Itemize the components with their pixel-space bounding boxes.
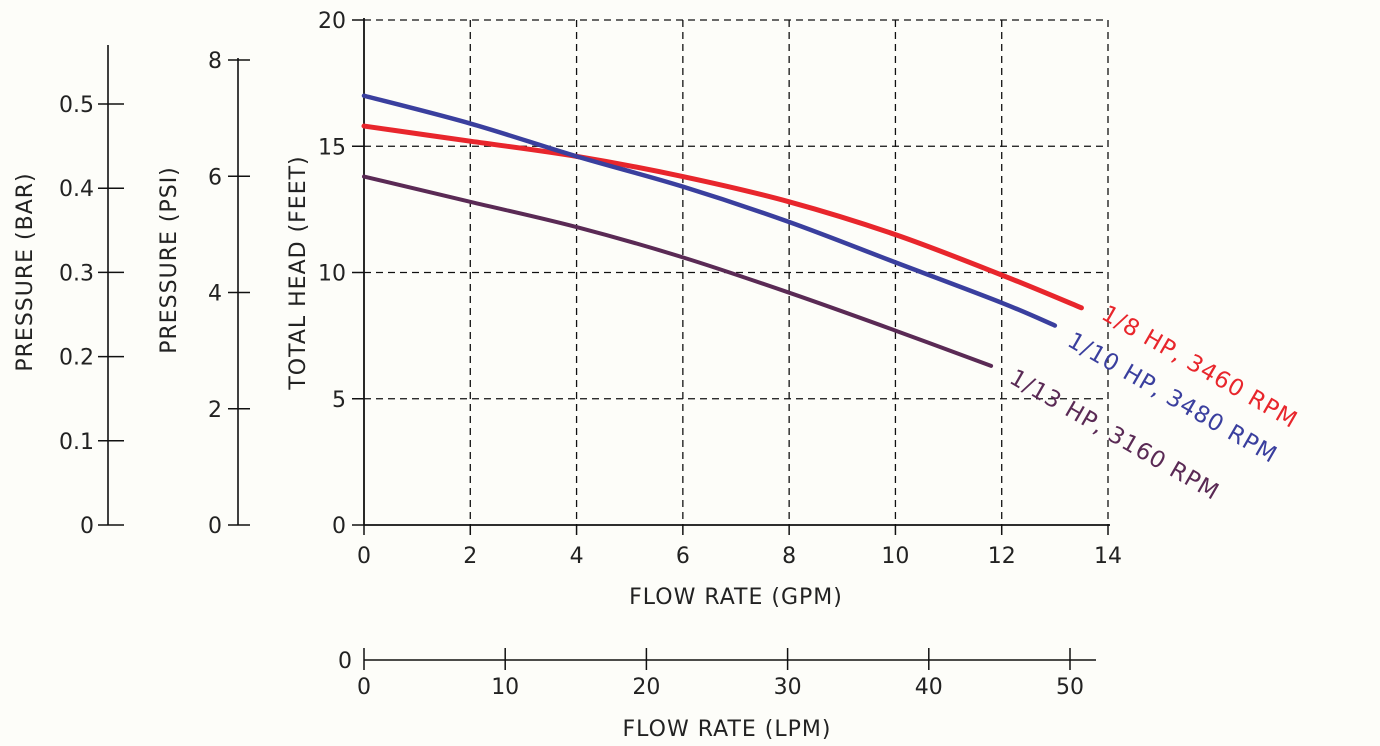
- lpm-tick-label-20: 20: [632, 675, 660, 700]
- lpm-tick-label-30: 30: [774, 675, 802, 700]
- y-tick-label-5: 5: [332, 388, 346, 413]
- bar-tick-label-0.3: 0.3: [59, 261, 94, 286]
- y-tick-label-0: 0: [332, 514, 346, 539]
- bar-tick-label-0.5: 0.5: [59, 93, 94, 118]
- y-tick-label-10: 10: [318, 262, 346, 287]
- lpm-tick-label-50: 50: [1056, 675, 1084, 700]
- x-tick-label-2: 2: [463, 544, 477, 569]
- lpm-axis-title: FLOW RATE (LPM): [623, 717, 832, 742]
- x-tick-label-10: 10: [881, 544, 909, 569]
- lpm-tick-label-0: 0: [357, 675, 371, 700]
- series-line-3: [362, 174, 994, 368]
- lpm-tick-label-40: 40: [915, 675, 943, 700]
- bar-tick-label-0.4: 0.4: [59, 177, 94, 202]
- series-line-1: [361, 123, 1084, 311]
- psi-axis-title: PRESSURE (PSI): [157, 166, 182, 354]
- bar-tick-label-0: 0: [80, 514, 94, 539]
- lpm-tick-label-10: 10: [491, 675, 519, 700]
- psi-tick-label-6: 6: [208, 165, 222, 190]
- y-tick-label-15: 15: [318, 135, 346, 160]
- psi-tick-label-8: 8: [208, 49, 222, 74]
- bar-axis-title: PRESSURE (BAR): [13, 172, 38, 371]
- bar-tick-label-0.2: 0.2: [59, 346, 94, 371]
- psi-tick-label-0: 0: [208, 514, 222, 539]
- lpm-left-label: 0: [338, 649, 352, 674]
- psi-tick-label-2: 2: [208, 398, 222, 423]
- psi-tick-label-4: 4: [208, 282, 222, 307]
- y-axis-title: TOTAL HEAD (FEET): [286, 155, 311, 390]
- x-axis-title: FLOW RATE (GPM): [629, 585, 843, 610]
- x-tick-label-14: 14: [1094, 544, 1122, 569]
- x-tick-label-6: 6: [676, 544, 690, 569]
- curves: [361, 93, 1084, 368]
- x-tick-label-12: 12: [988, 544, 1016, 569]
- series-label-3: 1/13 HP, 3160 RPM: [1005, 365, 1224, 506]
- bar-tick-label-0.1: 0.1: [59, 430, 94, 455]
- x-tick-label-0: 0: [357, 544, 371, 569]
- x-tick-label-4: 4: [570, 544, 584, 569]
- y-tick-label-20: 20: [318, 9, 346, 34]
- series-line-2: [361, 93, 1058, 328]
- x-tick-label-8: 8: [782, 544, 796, 569]
